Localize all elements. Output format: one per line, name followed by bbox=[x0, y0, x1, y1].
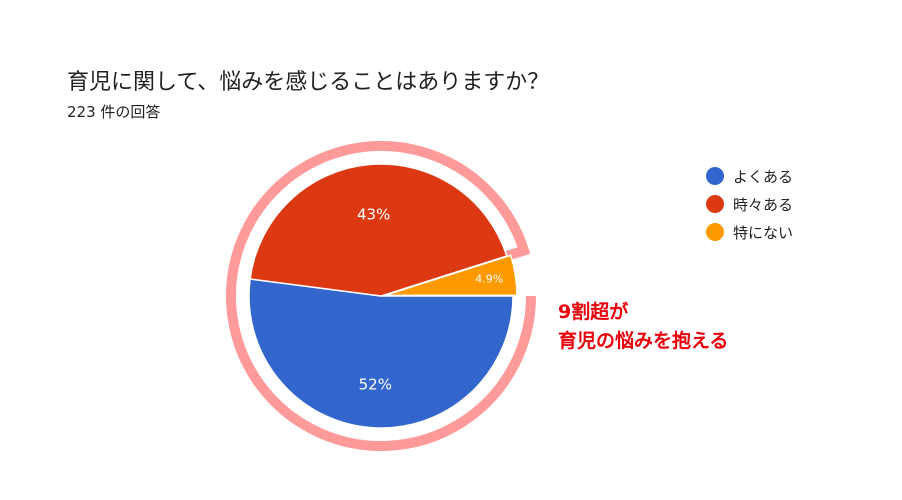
slice-label-yoku-aru: 52% bbox=[359, 375, 392, 393]
pie-slices bbox=[248, 163, 518, 429]
slice-yoku-aru[interactable] bbox=[248, 278, 514, 429]
legend-label: よくある bbox=[733, 167, 794, 186]
legend-label: 時々ある bbox=[733, 195, 794, 214]
highlight-ring bbox=[226, 141, 536, 451]
slice-tokidoki-aru[interactable] bbox=[249, 163, 508, 297]
callout-line-1: 9割超が bbox=[558, 301, 629, 323]
response-count: 223 件の回答 bbox=[67, 103, 161, 121]
highlight-outline bbox=[226, 141, 536, 451]
chart-title: 育児に関して、悩みを感じることはありますか？ bbox=[67, 70, 550, 95]
slice-label-toku-ni-nai: 4.9% bbox=[475, 273, 503, 286]
legend-item-toku-ni-nai[interactable]: 特にない bbox=[706, 218, 793, 246]
legend-item-yoku-aru[interactable]: よくある bbox=[706, 162, 793, 190]
legend-swatch bbox=[706, 195, 724, 213]
legend-label: 特にない bbox=[733, 223, 794, 242]
callout-annotation: 9割超が 育児の悩みを抱える bbox=[558, 298, 728, 356]
slice-toku-ni-nai[interactable] bbox=[384, 254, 518, 297]
legend: よくある 時々ある 特にない bbox=[706, 162, 793, 246]
callout-line-2: 育児の悩みを抱える bbox=[558, 330, 729, 352]
legend-item-tokidoki-aru[interactable]: 時々ある bbox=[706, 190, 793, 218]
slice-label-tokidoki-aru: 43% bbox=[357, 205, 390, 223]
legend-swatch bbox=[706, 223, 724, 241]
legend-swatch bbox=[706, 167, 724, 185]
slice-labels: 52% 43% 4.9% bbox=[357, 205, 503, 393]
